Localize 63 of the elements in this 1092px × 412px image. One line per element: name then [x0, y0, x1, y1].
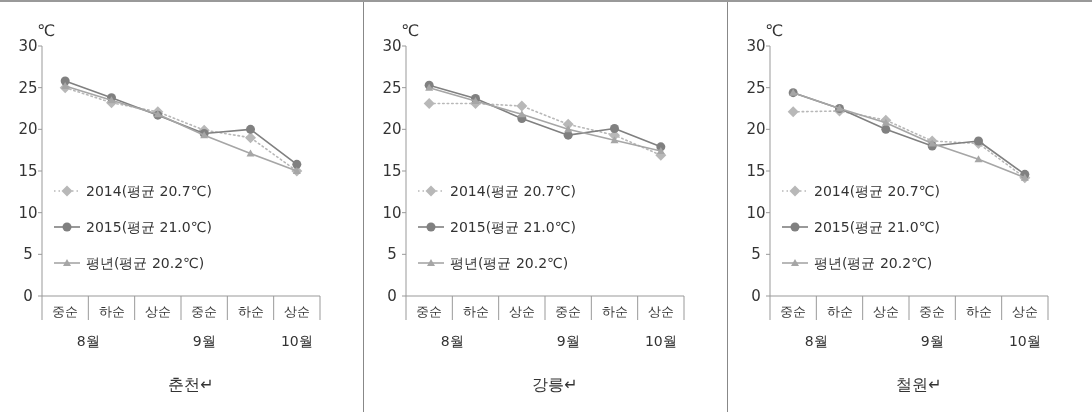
ytick: 25	[18, 78, 38, 97]
legend-item: 2014(평균 20.7℃)	[450, 183, 576, 199]
month: 9월	[920, 333, 944, 349]
xtick: 중순	[555, 304, 582, 319]
ytick: 30	[18, 37, 38, 55]
xtick: 하순	[237, 304, 264, 319]
ytick: 10	[382, 203, 402, 222]
ytick: 25	[746, 78, 766, 97]
ylabel: ℃	[401, 21, 419, 40]
xtick: 상순	[283, 304, 310, 319]
xtick: 하순	[826, 304, 853, 319]
ytick: 0	[751, 287, 761, 305]
xtick: 중순	[919, 304, 946, 319]
month: 10월	[644, 333, 677, 349]
legend-item: 평년(평균 20.2℃)	[814, 255, 933, 271]
xtick: 하순	[462, 304, 489, 319]
xtick: 상순	[1011, 304, 1038, 319]
xtick: 상순	[508, 304, 535, 319]
month: 8월	[440, 333, 464, 349]
ylabel: ℃	[765, 21, 783, 40]
ytick: 25	[382, 78, 402, 97]
ytick: 30	[382, 37, 402, 55]
xtick: 상순	[647, 304, 674, 319]
title: 강릉↵	[532, 375, 578, 394]
xtick: 중순	[416, 304, 443, 319]
xtick: 상순	[144, 304, 171, 319]
ytick: 0	[387, 287, 397, 305]
xtick: 상순	[872, 304, 899, 319]
ytick: 20	[382, 120, 402, 139]
month: 8월	[76, 333, 100, 349]
xtick: 중순	[52, 304, 79, 319]
ytick: 15	[746, 162, 766, 180]
month: 10월	[280, 333, 313, 349]
ytick: 5	[23, 245, 33, 264]
ylabel: ℃	[37, 21, 55, 40]
legend-item: 2015(평균 21.0℃)	[86, 219, 212, 235]
legend-item: 2015(평균 21.0℃)	[450, 219, 576, 235]
xtick: 중순	[191, 304, 218, 319]
month: 10월	[1008, 333, 1041, 349]
ytick: 15	[382, 162, 402, 180]
xtick: 하순	[965, 304, 992, 319]
legend-item: 평년(평균 20.2℃)	[86, 255, 205, 271]
ytick: 20	[746, 120, 766, 139]
ytick: 10	[746, 203, 766, 222]
ytick: 30	[746, 37, 766, 55]
xtick: 중순	[780, 304, 807, 319]
month: 9월	[192, 333, 216, 349]
ytick: 15	[18, 162, 38, 180]
month: 9월	[556, 333, 580, 349]
legend-item: 2014(평균 20.7℃)	[814, 183, 940, 199]
title: 춘천↵	[168, 375, 214, 394]
ytick: 20	[18, 120, 38, 139]
xtick: 하순	[601, 304, 628, 319]
ytick: 0	[23, 287, 33, 305]
xtick: 하순	[98, 304, 125, 319]
legend-item: 평년(평균 20.2℃)	[450, 255, 569, 271]
ytick: 10	[18, 203, 38, 222]
month: 8월	[804, 333, 828, 349]
title: 철원↵	[896, 375, 942, 394]
legend-item: 2015(평균 21.0℃)	[814, 219, 940, 235]
ytick: 5	[387, 245, 397, 264]
legend-item: 2014(평균 20.7℃)	[86, 183, 212, 199]
ytick: 5	[751, 245, 761, 264]
